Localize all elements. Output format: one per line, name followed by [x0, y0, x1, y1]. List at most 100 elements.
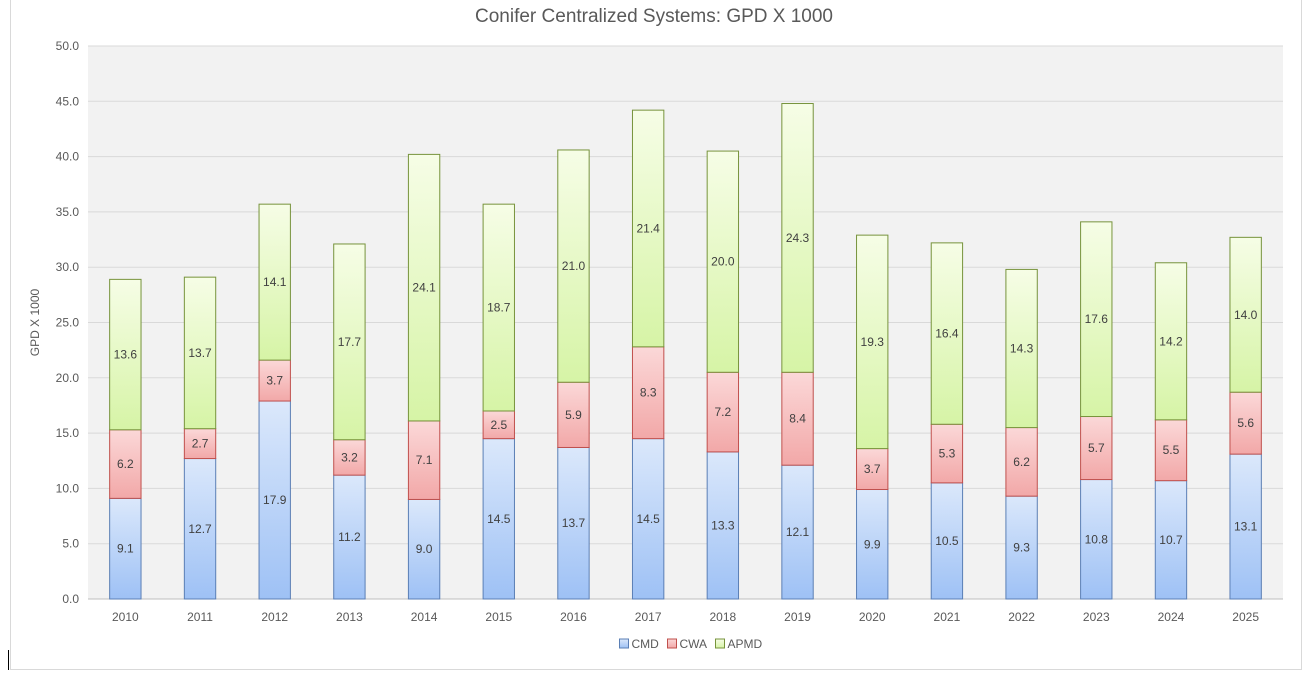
bar-cwa-2011 [183, 428, 217, 460]
data-label-cwa-2019: 8.4 [789, 412, 806, 426]
data-label-cmd-2024: 10.7 [1159, 533, 1183, 547]
x-tick-label: 2013 [336, 610, 363, 624]
bar-cmd-2017 [631, 438, 665, 600]
data-label-apmd-2025: 14.0 [1234, 308, 1258, 322]
data-label-cmd-2019: 12.1 [786, 525, 810, 539]
bar-cmd-2019 [781, 464, 814, 600]
x-axis: 2010 2011 2012 2013 2014 2015 2016 2017 2018 2019… [112, 610, 1259, 624]
bar-cwa-2025 [1229, 391, 1262, 455]
bar-cwa-2015 [482, 410, 515, 440]
bar-cwa-2018 [706, 371, 740, 453]
x-tick-label: 2010 [112, 610, 139, 624]
legend-label-cmd: CMD [632, 637, 660, 651]
bar-cwa-2024 [1154, 419, 1188, 482]
bar-cmd-2015 [482, 438, 515, 600]
bar-apmd-2019 [781, 103, 814, 373]
data-label-cmd-2025: 13.1 [1234, 520, 1258, 534]
bar-cmd-2023 [1080, 479, 1113, 600]
data-label-cwa-2023: 5.7 [1088, 441, 1105, 455]
data-label-cmd-2021: 10.5 [935, 534, 959, 548]
data-label-apmd-2014: 24.1 [412, 281, 436, 295]
data-label-cwa-2014: 7.1 [416, 453, 433, 467]
y-tick-label: 0.0 [62, 592, 79, 606]
legend-swatch-cmd [619, 638, 629, 649]
data-label-cmd-2011: 12.7 [188, 522, 212, 536]
y-axis: 0.0 5.0 10.0 15.0 20.0 25.0 30.0 35.0 40.0 45.0 50… [56, 39, 80, 606]
bar-apmd-2016 [557, 149, 590, 383]
y-tick-label: 10.0 [56, 481, 80, 495]
y-tick-label: 50.0 [56, 39, 80, 53]
data-label-apmd-2022: 14.3 [1010, 341, 1034, 355]
data-label-cwa-2022: 6.2 [1013, 455, 1030, 469]
y-tick-label: 15.0 [56, 426, 80, 440]
data-label-cmd-2010: 9.1 [117, 542, 134, 556]
data-label-apmd-2011: 13.7 [188, 346, 212, 360]
data-label-apmd-2012: 14.1 [263, 275, 287, 289]
x-tick-label: 2017 [635, 610, 662, 624]
legend-swatch-apmd [715, 638, 725, 649]
legend-swatch-cwa [667, 638, 677, 649]
data-label-apmd-2015: 18.7 [487, 301, 511, 315]
bar-cmd-2021 [930, 482, 964, 600]
bar-cmd-2012 [258, 400, 291, 600]
y-tick-label: 5.0 [62, 537, 79, 551]
bar-apmd-2020 [856, 234, 889, 450]
bar-apmd-2015 [482, 203, 515, 412]
bar-cmd-2025 [1229, 453, 1262, 600]
bar-cmd-2018 [706, 451, 740, 600]
data-label-apmd-2021: 16.4 [935, 327, 959, 341]
data-label-apmd-2023: 17.6 [1085, 312, 1109, 326]
bar-apmd-2014 [407, 153, 441, 422]
bar-cwa-2010 [109, 429, 142, 499]
data-label-apmd-2016: 21.0 [562, 259, 586, 273]
data-label-cwa-2011: 2.7 [192, 437, 209, 451]
y-tick-label: 20.0 [56, 371, 80, 385]
text-cursor [8, 650, 9, 670]
data-label-apmd-2010: 13.6 [114, 348, 138, 362]
bar-apmd-2012 [258, 203, 291, 361]
x-tick-label: 2015 [485, 610, 512, 624]
x-tick-label: 2025 [1232, 610, 1259, 624]
y-tick-label: 25.0 [56, 316, 80, 330]
chart-frame: Conifer Centralized Systems: GPD X 1000 … [10, 0, 1302, 670]
chart-title: Conifer Centralized Systems: GPD X 1000 [475, 6, 833, 27]
data-label-cmd-2016: 13.7 [562, 516, 586, 530]
bar-cmd-2022 [1005, 495, 1038, 600]
data-label-cwa-2016: 5.9 [565, 408, 582, 422]
y-tick-label: 30.0 [56, 260, 80, 274]
bar-apmd-2013 [333, 243, 366, 441]
data-label-cmd-2015: 14.5 [487, 512, 511, 526]
data-label-apmd-2013: 17.7 [338, 335, 362, 349]
bar-cwa-2012 [258, 359, 291, 402]
legend: CMD CWA APMD [619, 637, 763, 651]
data-label-cmd-2012: 17.9 [263, 493, 287, 507]
y-axis-label: GPD X 1000 [28, 288, 42, 356]
bar-apmd-2018 [706, 150, 740, 373]
bars: 9.1 6.2 13.6 12.7 2.7 13.7 17.9 3.7 14.1 11.2 3.2 1… [109, 103, 1262, 600]
y-tick-label: 40.0 [56, 150, 80, 164]
data-label-cwa-2021: 5.3 [939, 447, 956, 461]
data-label-apmd-2020: 19.3 [861, 335, 885, 349]
bar-cmd-2016 [557, 446, 590, 600]
data-label-cmd-2023: 10.8 [1085, 532, 1109, 546]
x-tick-label: 2024 [1158, 610, 1185, 624]
chart-svg: Conifer Centralized Systems: GPD X 1000 … [28, 6, 1283, 651]
data-label-apmd-2024: 14.2 [1159, 334, 1183, 348]
bar-apmd-2021 [930, 242, 964, 425]
bar-cwa-2016 [557, 381, 590, 448]
bar-cmd-2014 [407, 498, 441, 600]
x-tick-label: 2022 [1008, 610, 1035, 624]
data-label-cmd-2017: 14.5 [636, 512, 660, 526]
bar-cwa-2022 [1005, 427, 1038, 497]
data-label-cwa-2012: 3.7 [266, 374, 283, 388]
data-label-cmd-2018: 13.3 [711, 518, 735, 532]
data-label-apmd-2019: 24.3 [786, 231, 810, 245]
data-label-apmd-2017: 21.4 [636, 221, 660, 235]
bar-cwa-2021 [930, 423, 964, 484]
data-label-cwa-2013: 3.2 [341, 450, 358, 464]
y-tick-label: 45.0 [56, 94, 80, 108]
bar-cwa-2017 [631, 346, 665, 440]
legend-label-apmd: APMD [728, 637, 763, 651]
bar-apmd-2022 [1005, 268, 1038, 429]
bar-cwa-2023 [1080, 416, 1113, 481]
